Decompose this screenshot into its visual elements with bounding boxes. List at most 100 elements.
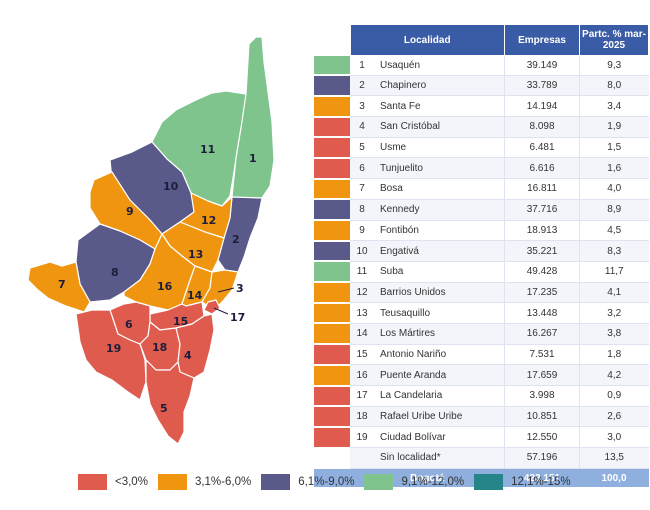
row-localidad: Rafael Uribe Uribe (374, 406, 505, 428)
legend-swatch (78, 474, 107, 490)
row-number: 1 (350, 55, 374, 76)
row-number: 17 (350, 385, 374, 407)
map-region-3[interactable] (201, 269, 239, 311)
row-partc: 0,9 (579, 385, 649, 407)
row-partc: 8,9 (579, 199, 649, 221)
row-color-swatch (314, 157, 350, 180)
localidades-table: Localidad Empresas Partc. % mar-2025 1 Us… (314, 24, 649, 488)
leader-line-17 (213, 307, 229, 315)
row-empresas: 8.098 (504, 116, 580, 138)
header-empresas: Empresas (504, 24, 580, 56)
row-color-swatch (314, 199, 350, 221)
table-row: 6 Tunjuelito 6.616 1,6 (314, 157, 649, 180)
row-partc: 2,6 (579, 406, 649, 428)
legend-swatch (474, 474, 504, 490)
table-row: 2 Chapinero 33.789 8,0 (314, 75, 649, 97)
table-header-row: Localidad Empresas Partc. % mar-2025 (314, 24, 649, 56)
row-empresas: 17.659 (504, 364, 580, 386)
row-color-swatch (314, 344, 350, 366)
row-partc: 4,2 (579, 364, 649, 386)
row-number: 6 (350, 157, 374, 180)
row-color-swatch (314, 364, 350, 387)
row-number: 13 (350, 302, 374, 324)
row-localidad: Engativá (374, 240, 505, 262)
row-localidad: La Candelaria (374, 385, 505, 407)
map-label-3: 3 (236, 282, 244, 295)
table-row: 19 Ciudad Bolívar 12.550 3,0 (314, 426, 649, 449)
table-row: 1 Usaquén 39.149 9,3 (314, 55, 649, 77)
row-color-swatch (314, 261, 350, 284)
row-partc: 13,5 (579, 447, 649, 469)
map-label-7: 7 (58, 278, 66, 291)
map-label-8: 8 (111, 266, 119, 279)
map-region-17[interactable] (203, 299, 221, 315)
total-empresas: 423.151 (504, 468, 580, 488)
map-region-5[interactable] (145, 359, 195, 445)
row-color-swatch (314, 178, 350, 201)
table-row: 12 Barrios Unidos 17.235 4,1 (314, 282, 649, 304)
table-row: 17 La Candelaria 3.998 0,9 (314, 385, 649, 408)
table-row: 7 Bosa 16.811 4,0 (314, 178, 649, 201)
legend-label: <3,0% (115, 476, 148, 488)
row-empresas: 16.267 (504, 323, 580, 345)
row-number: 2 (350, 75, 374, 97)
leader-line-3 (217, 287, 235, 293)
map-region-7[interactable] (27, 261, 91, 313)
row-number (350, 447, 374, 469)
row-color-swatch (314, 302, 350, 325)
row-partc: 4,1 (579, 282, 649, 304)
table-row: 9 Fontibón 18.913 4,5 (314, 220, 649, 242)
header-partc: Partc. % mar-2025 (579, 24, 649, 56)
map-region-4[interactable] (175, 313, 215, 379)
row-empresas: 7.531 (504, 344, 580, 366)
map-label-19: 19 (106, 342, 121, 355)
row-color-swatch (314, 426, 350, 449)
map-label-14: 14 (187, 289, 203, 302)
legend-swatch (157, 474, 187, 490)
map-region-1[interactable] (231, 36, 275, 199)
legend-swatch (364, 474, 394, 490)
row-empresas: 33.789 (504, 75, 580, 97)
row-empresas: 18.913 (504, 220, 580, 242)
map-label-13: 13 (188, 248, 203, 261)
row-localidad: Barrios Unidos (374, 282, 505, 304)
map-label-5: 5 (160, 402, 168, 415)
row-partc: 4,0 (579, 178, 649, 200)
legend-item: 12,1%-15% (474, 474, 571, 490)
table-row: 13 Teusaquillo 13.448 3,2 (314, 302, 649, 325)
table-row: 15 Antonio Nariño 7.531 1,8 (314, 344, 649, 366)
table-body: 1 Usaquén 39.149 9,3 2 Chapinero 33.789 8,0 3 San… (314, 55, 649, 470)
table-row: 18 Rafael Uribe Uribe 10.851 2,6 (314, 406, 649, 428)
row-partc: 8,0 (579, 75, 649, 97)
row-empresas: 17.235 (504, 282, 580, 304)
row-empresas: 12.550 (504, 426, 580, 449)
row-color-swatch (314, 137, 350, 159)
row-partc: 3,0 (579, 426, 649, 449)
map-label-16: 16 (157, 280, 173, 293)
row-number: 4 (350, 116, 374, 138)
row-localidad: Antonio Nariño (374, 344, 505, 366)
row-color-swatch (314, 240, 350, 263)
row-number: 5 (350, 137, 374, 159)
row-number: 11 (350, 261, 374, 283)
row-empresas: 10.851 (504, 406, 580, 428)
map-label-12: 12 (201, 214, 216, 227)
row-empresas: 13.448 (504, 302, 580, 324)
row-empresas: 35.221 (504, 240, 580, 262)
row-localidad: Sin localidad* (374, 447, 505, 469)
row-number: 19 (350, 426, 374, 449)
bogota-localidades-map: 1 2 3 4 5 6 7 8 9 10 11 12 13 14 15 16 1… (27, 36, 275, 445)
map-label-18: 18 (152, 341, 167, 354)
row-color-swatch (314, 55, 350, 77)
total-partc: 100,0 (579, 468, 649, 488)
map-label-11: 11 (200, 143, 215, 156)
legend-item: 3,1%-6,0% (157, 474, 251, 490)
row-number: 9 (350, 220, 374, 242)
row-empresas: 16.811 (504, 178, 580, 200)
legend-label: 6,1%-9,0% (298, 476, 355, 488)
row-number: 14 (350, 323, 374, 345)
legend-label: 12,1%-15% (511, 476, 571, 488)
row-number: 8 (350, 199, 374, 221)
header-spacer (314, 24, 350, 56)
row-number: 7 (350, 178, 374, 200)
